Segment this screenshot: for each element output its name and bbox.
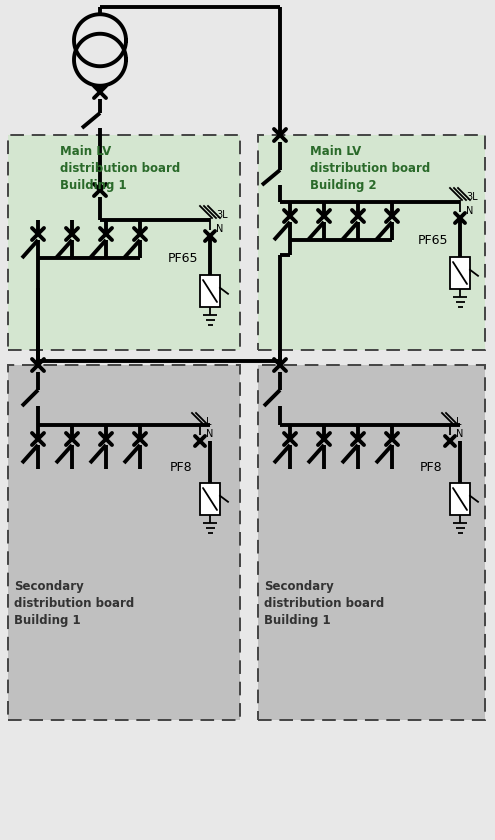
Text: L: L bbox=[456, 417, 461, 427]
Text: Main LV
distribution board
Building 1: Main LV distribution board Building 1 bbox=[60, 145, 180, 192]
Text: 3L: 3L bbox=[466, 192, 478, 202]
Text: L: L bbox=[206, 417, 211, 427]
Text: Main LV
distribution board
Building 2: Main LV distribution board Building 2 bbox=[310, 145, 430, 192]
Bar bbox=[200, 483, 220, 515]
Bar bbox=[450, 483, 470, 515]
Text: Secondary
distribution board
Building 1: Secondary distribution board Building 1 bbox=[264, 580, 384, 627]
Text: N: N bbox=[456, 429, 463, 439]
Bar bbox=[258, 135, 485, 350]
Text: PF8: PF8 bbox=[420, 461, 443, 474]
Text: Secondary
distribution board
Building 1: Secondary distribution board Building 1 bbox=[14, 580, 134, 627]
Bar bbox=[8, 365, 240, 720]
Text: N: N bbox=[466, 206, 473, 216]
Text: 3L: 3L bbox=[216, 210, 228, 220]
Bar bbox=[450, 257, 470, 289]
Text: PF65: PF65 bbox=[168, 252, 198, 265]
Text: PF8: PF8 bbox=[170, 461, 193, 474]
Bar bbox=[200, 275, 220, 307]
Bar bbox=[258, 365, 485, 720]
Text: N: N bbox=[206, 429, 213, 439]
Bar bbox=[8, 135, 240, 350]
Text: PF65: PF65 bbox=[418, 234, 448, 247]
Text: N: N bbox=[216, 224, 223, 234]
